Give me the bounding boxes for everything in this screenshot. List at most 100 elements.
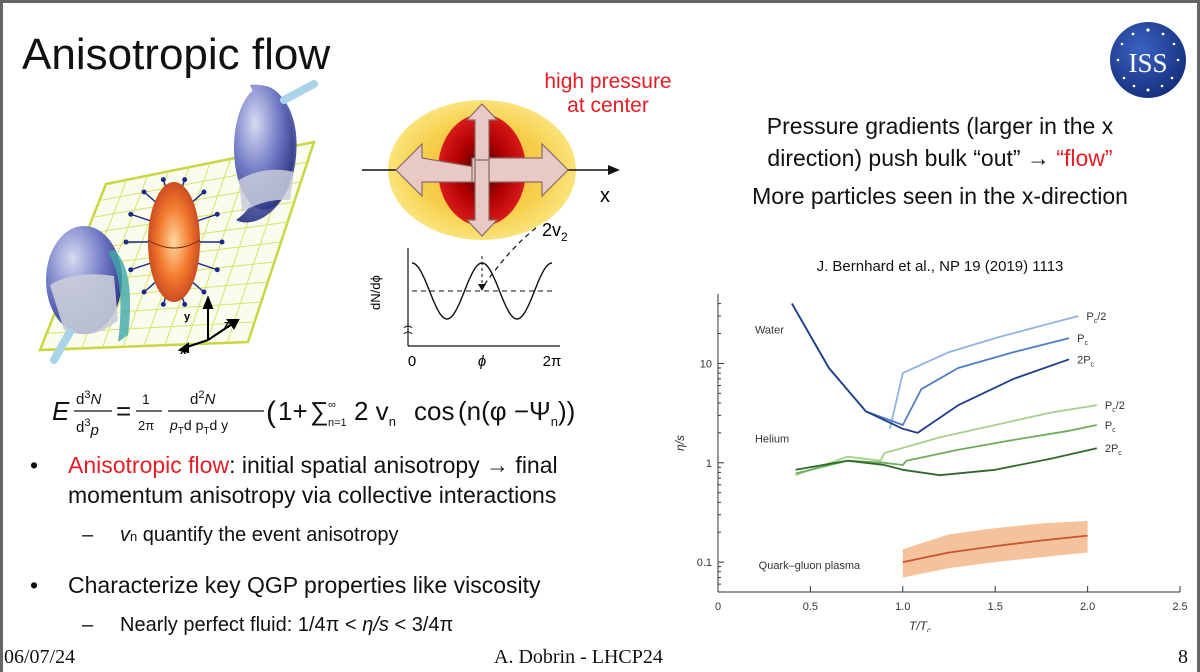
formula-cos: cos bbox=[414, 396, 454, 426]
logo-stars bbox=[1116, 28, 1180, 92]
slide-frame-right bbox=[1197, 0, 1200, 672]
formula-den3: pTd pTd y bbox=[169, 417, 228, 437]
formula-sum-sub: n=1 bbox=[328, 417, 347, 429]
slide-title: Anisotropic flow bbox=[22, 30, 331, 79]
formula-num3: d2N bbox=[190, 389, 215, 408]
series-label-2: 2Pc bbox=[1077, 354, 1094, 368]
bullet-1-line2: momentum anisotropy via collective inter… bbox=[68, 482, 557, 508]
formula-2vn: 2 vn bbox=[354, 396, 396, 429]
footer-date: 06/07/24 bbox=[4, 646, 76, 668]
bullet-2-text: Characterize key QGP properties like vis… bbox=[68, 572, 541, 598]
group-label-0: Water bbox=[755, 325, 784, 337]
explanation-line-1: Pressure gradients (larger in the x bbox=[766, 113, 1114, 139]
bullet-2: • Characterize key QGP properties like v… bbox=[30, 570, 680, 600]
logo-disc bbox=[1110, 22, 1186, 98]
sub-2-eta: η/s bbox=[362, 614, 389, 636]
x-tick-label-0: 0 bbox=[715, 601, 721, 613]
bullet-dot-1: • bbox=[30, 452, 39, 478]
logo-text: ISS bbox=[1128, 48, 1167, 78]
series-line-3 bbox=[795, 404, 1097, 477]
chart-ylabel: η/s bbox=[673, 435, 687, 451]
sub-2-pre: Nearly perfect fluid: 1/4π < bbox=[120, 614, 363, 636]
series-label-5: 2Pc bbox=[1105, 443, 1122, 457]
formula-E: E bbox=[52, 396, 70, 426]
formula-eq: = bbox=[116, 396, 131, 426]
footer-page: 8 bbox=[1178, 646, 1188, 668]
series-line-4 bbox=[795, 424, 1097, 475]
footer-author: A. Dobrin - LHCP24 bbox=[494, 646, 663, 668]
high-pressure-label: high pressure at center bbox=[528, 70, 688, 118]
nucleus-lower bbox=[46, 226, 131, 364]
x-tick-label-3: 1.5 bbox=[988, 601, 1003, 613]
dash-1: – bbox=[82, 524, 94, 546]
tick-phi: ϕ bbox=[478, 353, 486, 370]
explanation-line-2: direction) push bulk “out” → “flow” bbox=[767, 145, 1113, 171]
axis-x-label: x bbox=[180, 345, 187, 357]
high-pressure-line-1: high pressure bbox=[544, 70, 672, 93]
qgp-band bbox=[902, 520, 1088, 578]
formula-sum-sup: ∞ bbox=[328, 399, 336, 411]
slide-frame-top bbox=[0, 0, 1200, 3]
tick-0: 0 bbox=[408, 353, 416, 370]
axis-z-label: z bbox=[224, 319, 230, 331]
nucleus-lower-arrow bbox=[50, 328, 74, 364]
x-tick-label-1: 0.5 bbox=[803, 601, 818, 613]
axis-y-label: y bbox=[184, 311, 191, 323]
formula-paren: ( bbox=[266, 396, 276, 429]
sub-1-text: quantify the event anisotropy bbox=[137, 524, 399, 546]
nucleus-upper bbox=[234, 80, 318, 223]
bullet-1-rest: : initial spatial anisotropy → final bbox=[229, 452, 558, 478]
viscosity-chart: 0 0.5 1.0 1.5 2.0 2.5 0.1 1 10 T/Tc η/s Pc/2 Pc 2Pc Pc… bbox=[673, 294, 1188, 632]
pressure-arrows bbox=[395, 103, 569, 237]
series-label-3: Pc/2 bbox=[1105, 400, 1125, 414]
sub-1-v: v bbox=[120, 524, 130, 546]
formula-sum: ∑ bbox=[310, 396, 329, 426]
group-label-2: Quark–gluon plasma bbox=[759, 560, 861, 572]
citation: J. Bernhard et al., NP 19 (2019) 1113 bbox=[816, 258, 1064, 275]
x-tick-label-5: 2.5 bbox=[1172, 601, 1187, 613]
chart-xlabel: T/Tc bbox=[909, 619, 931, 632]
slide-frame-left bbox=[0, 0, 3, 672]
dn-dphi-plot: dN/dϕ 0 ϕ 2π bbox=[368, 248, 561, 370]
flow-formula: E d3N d3p = 1 2π d2N pTd pTd y ( 1+ ∑ ∞ … bbox=[52, 389, 575, 439]
bullet-dot-2: • bbox=[30, 572, 39, 598]
group-label-1: Helium bbox=[755, 433, 789, 445]
sub-1-n: n bbox=[130, 529, 138, 544]
x-axis-label: x bbox=[600, 185, 610, 207]
series-line-5 bbox=[795, 447, 1097, 477]
high-pressure-line-2: at center bbox=[567, 94, 649, 117]
flow-explanation: Pressure gradients (larger in the x dire… bbox=[690, 110, 1190, 212]
y-tick-label-0: 0.1 bbox=[697, 557, 712, 569]
series-label-1: Pc bbox=[1077, 333, 1088, 347]
tick-2pi: 2π bbox=[543, 353, 562, 370]
formula-num2: 1 bbox=[142, 391, 150, 407]
nucleus-upper-arrow bbox=[280, 80, 318, 104]
formula-inner: (n(φ −Ψn)) bbox=[458, 396, 575, 429]
series-label-0: Pc/2 bbox=[1086, 311, 1106, 325]
x-axis-arrow bbox=[608, 165, 620, 175]
collision-diagram: y z x bbox=[38, 80, 318, 364]
formula-num1: d3N bbox=[76, 389, 101, 408]
v2-pointer bbox=[481, 227, 537, 289]
v2-label: 2v2 bbox=[542, 220, 568, 244]
series-line-1 bbox=[791, 303, 1070, 426]
series-line-0 bbox=[889, 315, 1079, 430]
series-line-2 bbox=[791, 303, 1070, 434]
formula-1plus: 1+ bbox=[278, 396, 308, 426]
formula-den1: d3p bbox=[76, 417, 99, 439]
y-tick-label-2: 10 bbox=[700, 358, 712, 370]
xyz-axes bbox=[177, 295, 240, 354]
bullet-1-lead: Anisotropic flow bbox=[68, 452, 230, 478]
sub-2-post: < 3/4π bbox=[388, 614, 454, 636]
bullet-list: • Anisotropic flow: initial spatial anis… bbox=[30, 450, 680, 638]
dndphi-ylabel: dN/dϕ bbox=[368, 275, 383, 310]
y-tick-label-1: 1 bbox=[706, 458, 712, 470]
overlap-almond bbox=[123, 177, 225, 307]
dash-2: – bbox=[82, 614, 94, 636]
x-tick-label-2: 1.0 bbox=[895, 601, 910, 613]
explanation-line-3: More particles seen in the x-direction bbox=[752, 183, 1128, 209]
x-tick-label-4: 2.0 bbox=[1080, 601, 1095, 613]
sub-bullet-2: – Nearly perfect fluid: 1/4π < η/s < 3/4… bbox=[30, 612, 680, 638]
iss-logo: ISS bbox=[1110, 22, 1186, 98]
pressure-diagram: x 2v2 dN/dϕ 0 ϕ 2π bbox=[362, 100, 620, 370]
